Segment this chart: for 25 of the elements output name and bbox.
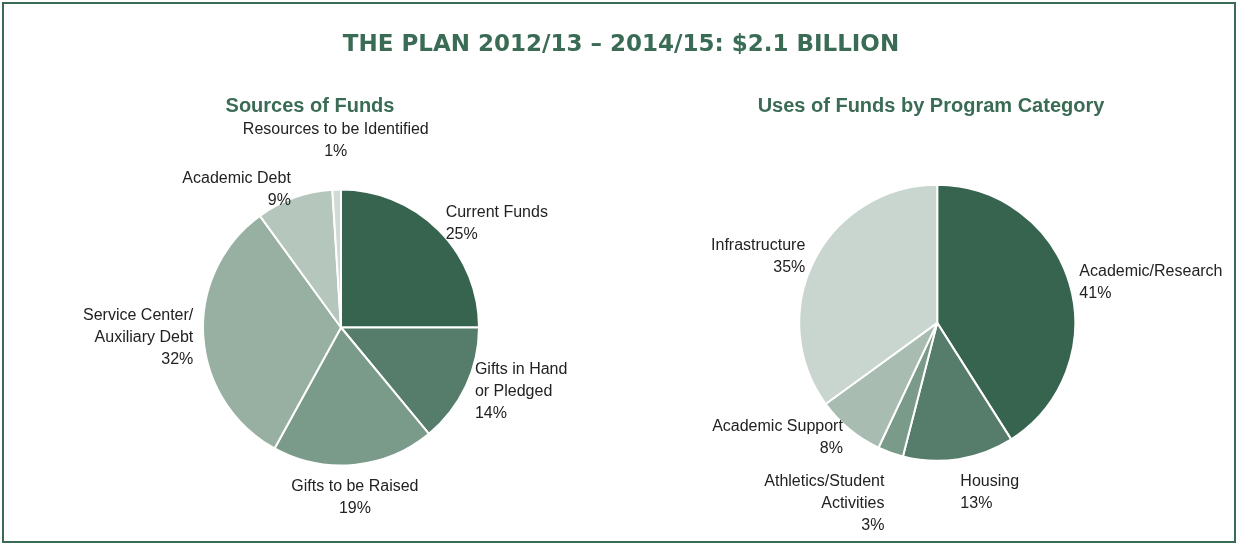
text: THE PLAN 2012/13 – 2014/15: $2.1 BILLION bbox=[341, 30, 901, 56]
slice-label: Academic Support bbox=[712, 417, 844, 435]
data-label: 35% bbox=[773, 258, 806, 276]
chart-title: Uses of Funds by Program Category bbox=[757, 94, 1106, 116]
data-label: 13% bbox=[960, 493, 993, 511]
data-label: 14% bbox=[474, 404, 507, 422]
data-label: 19% bbox=[338, 499, 371, 517]
slice-label: Infrastructure bbox=[711, 236, 806, 254]
data-label: 41% bbox=[1079, 284, 1112, 302]
data-label: 9% bbox=[267, 190, 291, 208]
slice-label: Service Center/ Auxiliary Debt bbox=[83, 306, 194, 346]
slice-label: Academic/Research bbox=[1079, 262, 1223, 280]
slice-label: Athletics/Student Activities bbox=[764, 472, 885, 512]
data-label: 1% bbox=[324, 142, 348, 160]
slice-label: Current Funds bbox=[445, 203, 548, 221]
data-label: 32% bbox=[161, 350, 194, 368]
slice-label: Housing bbox=[960, 471, 1020, 489]
slice-label: Academic Debt bbox=[182, 168, 292, 186]
data-label: 3% bbox=[861, 516, 885, 534]
data-label: 25% bbox=[445, 225, 478, 243]
slice-label: Resources to be Identified bbox=[242, 120, 429, 138]
slice-label: Gifts to be Raised bbox=[291, 477, 419, 495]
chart-subtitle: Sources of Funds bbox=[225, 94, 395, 116]
slice-label: Gifts in Hand or Pledged bbox=[474, 360, 568, 400]
data-label: 8% bbox=[819, 439, 843, 457]
